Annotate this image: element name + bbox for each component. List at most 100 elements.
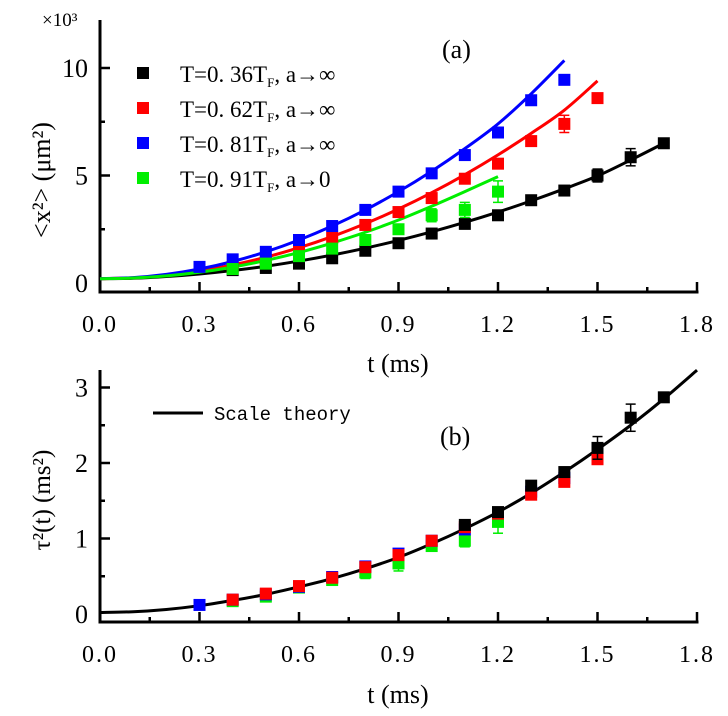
legend-label-tail: , a→∞: [274, 62, 335, 87]
x-tick-label-a: 0.3: [182, 312, 218, 338]
legend-label-subscript: F: [267, 75, 274, 90]
legend-label-series-2: T=0. 81TF, a→∞: [180, 132, 335, 160]
x-tick-label-b: 0.3: [182, 642, 218, 668]
data-point-series-2: [193, 598, 206, 611]
data-point-series-0: [458, 518, 471, 531]
legend-label-main: T=0. 36T: [180, 62, 267, 87]
legend-label-main: T=0. 91T: [180, 167, 267, 192]
data-point-series-0: [591, 169, 604, 182]
data-point-series-1: [226, 593, 239, 606]
legend-label-series-1: T=0. 62TF, a→∞: [180, 97, 335, 125]
data-point-series-3: [293, 250, 305, 263]
data-point-series-0: [657, 391, 670, 404]
data-point-series-1: [425, 534, 438, 547]
y-tick-label-a: 5: [75, 162, 88, 191]
data-point-series-3: [326, 242, 339, 255]
data-point-series-1: [525, 135, 538, 148]
data-point-series-1: [525, 488, 538, 501]
y-tick-label-b: 2: [75, 449, 88, 478]
data-point-series-1: [492, 157, 504, 170]
x-tick-label-b: 1.8: [679, 642, 715, 668]
x-tick-label-b: 0.6: [281, 642, 317, 668]
legend-label-subscript: F: [267, 145, 274, 160]
legend-label-main: T=0. 81T: [180, 132, 267, 157]
data-point-series-1: [259, 587, 272, 600]
data-point-series-2: [226, 253, 239, 266]
data-point-series-0: [624, 151, 637, 164]
panel-a-multiplier: ×10³: [42, 10, 78, 31]
data-point-series-0: [525, 479, 538, 492]
panel-a: ×10³ (a) <x²> (μm²) t (ms) 0.0 0.3 0.6 0.9 1…: [27, 10, 715, 378]
data-point-series-0: [492, 506, 504, 519]
x-tick-label-a: 1.5: [580, 312, 616, 338]
legend-marker-series-3: [137, 172, 149, 184]
panel-a-ylabel: <x²> (μm²): [27, 122, 56, 238]
data-point-series-2: [558, 73, 571, 86]
legend-label-series-0: T=0. 36TF, a→∞: [180, 62, 335, 90]
data-point-series-3: [425, 209, 438, 222]
panel-a-label: (a): [442, 35, 471, 64]
x-tick-label-b: 0.9: [381, 642, 417, 668]
legend-label-series-3: T=0. 91TF, a→0: [180, 167, 331, 195]
data-point-series-0: [657, 137, 670, 150]
scale-theory-line: [99, 369, 698, 614]
data-point-series-2: [359, 203, 372, 216]
y-tick-label-b: 1: [75, 525, 88, 554]
data-point-series-1: [425, 192, 438, 205]
data-point-series-2: [458, 149, 471, 162]
x-tick-label-a: 1.2: [480, 312, 516, 338]
fit-line-series-0: [99, 141, 665, 281]
data-point-series-1: [392, 206, 405, 219]
legend-label-subscript: F: [267, 110, 274, 125]
panel-b-ylabel: τ²(t) (ms²): [29, 450, 56, 551]
panel-b-legend: Scale theory: [153, 404, 351, 426]
data-point-series-1: [359, 218, 372, 231]
data-point-series-1: [359, 561, 372, 574]
data-point-series-3: [359, 234, 372, 246]
data-point-series-0: [492, 209, 504, 222]
data-point-series-1: [458, 172, 471, 185]
panel-b-xlabel: t (ms): [367, 680, 428, 709]
data-point-series-1: [293, 580, 305, 593]
data-point-series-1: [392, 549, 405, 562]
data-point-series-3: [458, 203, 471, 216]
y-tick-label-a: 10: [62, 54, 88, 83]
legend-label-tail: , a→∞: [274, 132, 335, 157]
data-point-series-0: [326, 252, 339, 265]
y-tick-label-b: 0: [75, 600, 88, 629]
legend-label-subscript: F: [267, 180, 274, 195]
x-tick-label-a: 1.8: [679, 312, 715, 338]
y-tick-label-b: 3: [75, 374, 88, 403]
data-point-series-0: [392, 237, 405, 250]
legend-label-tail: , a→∞: [274, 97, 335, 122]
data-point-series-2: [525, 94, 538, 107]
panel-a-xlabel: t (ms): [367, 349, 428, 378]
data-point-series-3: [392, 223, 405, 236]
x-tick-label-a: 0.0: [82, 312, 118, 338]
x-tick-label-b: 1.5: [580, 642, 616, 668]
data-point-series-1: [558, 117, 571, 130]
fit-line-series-1: [99, 79, 599, 281]
legend-marker-series-2: [137, 137, 149, 149]
data-point-series-0: [558, 466, 571, 479]
data-point-series-0: [624, 411, 637, 424]
x-tick-label-a: 0.6: [281, 312, 317, 338]
data-point-series-2: [492, 126, 504, 139]
panel-b-label: (b): [440, 422, 470, 451]
data-point-series-0: [458, 217, 471, 230]
data-point-series-0: [591, 441, 604, 454]
data-point-series-0: [558, 184, 571, 197]
data-point-series-2: [392, 185, 405, 198]
data-point-series-1: [591, 92, 604, 105]
legend-label-main: T=0. 62T: [180, 97, 267, 122]
data-point-series-2: [293, 234, 305, 246]
data-point-series-3: [458, 534, 471, 547]
data-point-series-1: [558, 475, 571, 488]
panel-b: (b) τ²(t) (ms²) t (ms) Scale theory 0.0 0…: [29, 369, 715, 709]
data-point-series-2: [326, 220, 339, 233]
x-tick-label-b: 1.2: [480, 642, 516, 668]
data-point-series-2: [425, 167, 438, 180]
panel-a-legend: T=0. 36TF, a→∞T=0. 62TF, a→∞T=0. 81TF, a…: [137, 62, 335, 195]
legend-label-scale-theory: Scale theory: [214, 404, 351, 426]
